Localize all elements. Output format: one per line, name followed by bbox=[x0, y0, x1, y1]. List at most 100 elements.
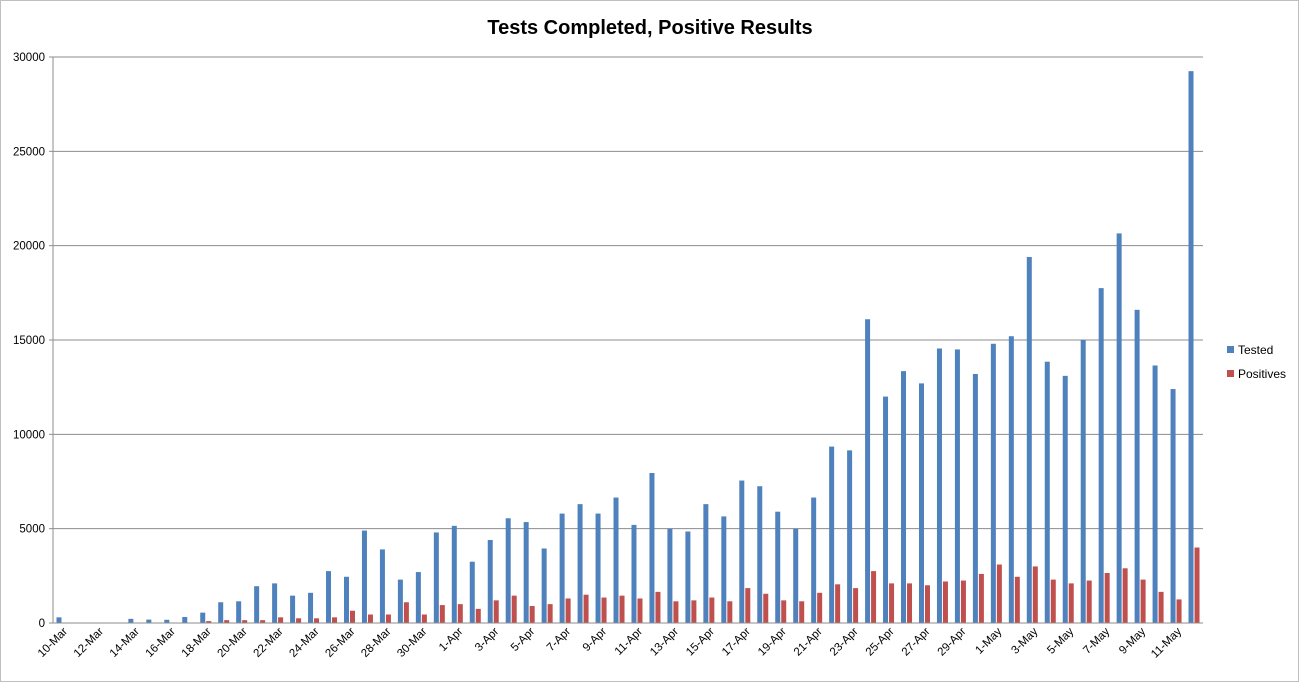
bar-positives-15-apr bbox=[709, 597, 715, 623]
bar-tested-31-mar bbox=[433, 532, 439, 623]
bar-positives-10-may bbox=[1158, 591, 1164, 623]
bar-tested-27-mar bbox=[361, 530, 367, 623]
bar-tested-7-may bbox=[1098, 288, 1104, 623]
x-tick-label: 13-Apr bbox=[648, 626, 681, 659]
x-tick-label: 1-May bbox=[973, 625, 1004, 656]
bar-tested-12-may bbox=[1188, 71, 1194, 623]
bar-positives-12-apr bbox=[655, 591, 661, 623]
bar-tested-20-apr bbox=[793, 528, 799, 623]
x-tick-label: 12-Mar bbox=[72, 626, 106, 660]
bar-tested-30-apr bbox=[972, 373, 978, 623]
bar-tested-28-apr bbox=[936, 348, 942, 623]
bar-tested-26-mar bbox=[343, 576, 349, 623]
bar-tested-29-apr bbox=[954, 349, 960, 623]
bar-tested-15-mar bbox=[146, 619, 152, 623]
bar-positives-1-may bbox=[996, 564, 1002, 623]
bar-tested-6-apr bbox=[541, 548, 547, 623]
bar-tested-10-may bbox=[1152, 365, 1158, 623]
x-tick-label: 7-May bbox=[1081, 625, 1112, 656]
x-tick-label: 3-Apr bbox=[473, 626, 501, 654]
bar-tested-17-apr bbox=[739, 480, 745, 623]
x-tick-label: 21-Apr bbox=[792, 626, 825, 659]
x-tick-label: 20-Mar bbox=[216, 626, 250, 660]
bar-positives-10-apr bbox=[619, 595, 625, 623]
x-tick-label: 23-Apr bbox=[828, 626, 861, 659]
bar-tested-3-apr bbox=[487, 539, 493, 623]
bar-tested-19-mar bbox=[218, 602, 224, 623]
legend: Tested Positives bbox=[1227, 343, 1286, 381]
bar-tested-2-apr bbox=[469, 561, 475, 623]
bar-positives-30-mar bbox=[421, 614, 427, 623]
bar-positives-13-apr bbox=[673, 601, 679, 623]
bar-positives-8-may bbox=[1122, 568, 1128, 623]
x-tick-label: 24-Mar bbox=[287, 626, 321, 660]
bar-tested-20-mar bbox=[236, 601, 242, 623]
bar-positives-9-apr bbox=[601, 597, 607, 623]
bar-tested-24-mar bbox=[308, 592, 314, 623]
bar-tested-8-apr bbox=[577, 504, 583, 623]
bar-positives-24-apr bbox=[871, 571, 877, 623]
bar-positives-21-mar bbox=[260, 620, 266, 623]
bar-tested-12-apr bbox=[649, 473, 655, 623]
bar-positives-17-apr bbox=[745, 588, 751, 623]
x-tick-label: 3-May bbox=[1009, 625, 1040, 656]
bar-tested-15-apr bbox=[703, 504, 709, 623]
bar-positives-31-mar bbox=[439, 605, 445, 623]
chart-title: Tests Completed, Positive Results bbox=[487, 17, 812, 39]
x-tick-label: 19-Apr bbox=[756, 626, 789, 659]
bar-tested-16-apr bbox=[721, 516, 727, 623]
bar-positives-23-apr bbox=[853, 588, 859, 623]
bar-positives-20-apr bbox=[799, 601, 805, 623]
x-tick-label: 16-Mar bbox=[144, 626, 178, 660]
bar-positives-30-apr bbox=[978, 573, 984, 623]
bar-positives-18-apr bbox=[763, 593, 769, 623]
bar-tested-19-apr bbox=[775, 511, 781, 623]
bar-tested-22-mar bbox=[272, 583, 278, 623]
bar-positives-27-apr bbox=[924, 585, 930, 623]
bar-tested-16-mar bbox=[164, 619, 170, 623]
y-tick-label: 20000 bbox=[13, 241, 45, 253]
x-tick-label: 5-Apr bbox=[509, 626, 537, 654]
bar-positives-5-apr bbox=[529, 606, 535, 623]
bar-tested-5-may bbox=[1062, 375, 1068, 623]
bar-tested-2-may bbox=[1008, 336, 1014, 623]
bar-tested-7-apr bbox=[559, 513, 565, 623]
bar-positives-21-apr bbox=[817, 592, 823, 623]
bar-positives-11-apr bbox=[637, 598, 643, 623]
bar-tested-30-mar bbox=[415, 572, 421, 623]
bar-positives-11-may bbox=[1176, 599, 1182, 623]
bar-positives-22-apr bbox=[835, 584, 841, 623]
x-tick-label: 18-Mar bbox=[180, 626, 214, 660]
bar-positives-4-apr bbox=[511, 595, 517, 623]
bar-positives-2-apr bbox=[475, 608, 481, 623]
x-tick-label: 27-Apr bbox=[900, 626, 933, 659]
bar-tested-14-apr bbox=[685, 531, 691, 623]
bar-positives-23-mar bbox=[296, 618, 302, 623]
legend-label-positives: Positives bbox=[1238, 367, 1286, 381]
bar-tested-23-mar bbox=[290, 595, 296, 623]
bar-positives-27-mar bbox=[367, 614, 373, 623]
x-tick-label: 7-Apr bbox=[545, 626, 573, 654]
bar-positives-26-apr bbox=[907, 583, 913, 623]
bar-tested-21-apr bbox=[811, 497, 817, 623]
bar-positives-3-apr bbox=[493, 600, 499, 623]
legend-label-tested: Tested bbox=[1238, 343, 1273, 357]
bar-tested-28-mar bbox=[379, 549, 385, 623]
bar-positives-19-mar bbox=[224, 620, 230, 623]
bar-positives-5-may bbox=[1068, 583, 1074, 623]
bar-tested-4-may bbox=[1044, 361, 1050, 623]
bar-tested-9-may bbox=[1134, 309, 1140, 623]
bar-tested-3-may bbox=[1026, 256, 1032, 623]
bars bbox=[56, 71, 1200, 624]
x-tick-label: 9-Apr bbox=[581, 626, 609, 654]
bar-positives-6-may bbox=[1086, 580, 1092, 623]
bar-tested-26-apr bbox=[901, 371, 907, 623]
y-tick-label: 15000 bbox=[13, 335, 45, 347]
y-tick-label: 0 bbox=[39, 618, 45, 630]
bar-positives-26-mar bbox=[349, 610, 355, 623]
bar-tested-8-may bbox=[1116, 233, 1122, 624]
legend-swatch-positives bbox=[1227, 370, 1234, 377]
bar-positives-29-apr bbox=[960, 580, 966, 623]
